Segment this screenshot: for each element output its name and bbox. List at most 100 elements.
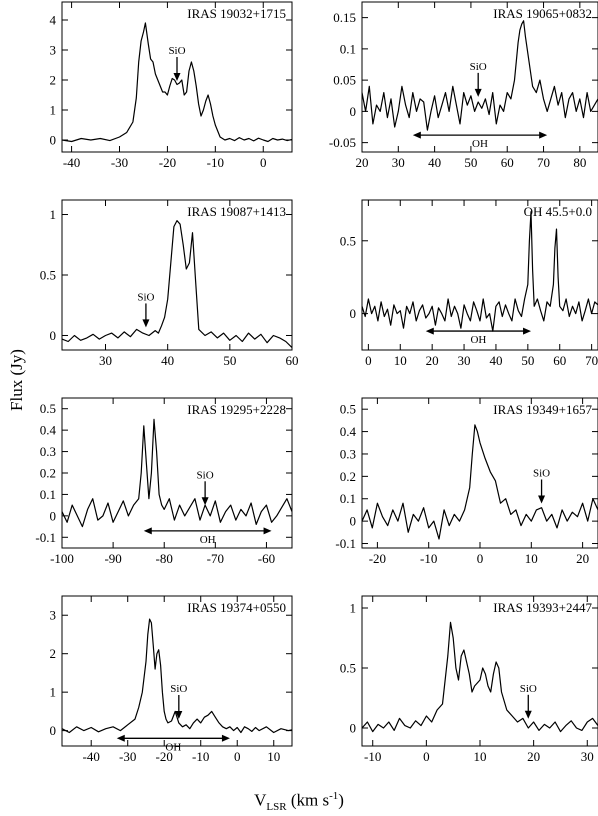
x-tick-label: 30 [392, 155, 405, 170]
spectrum-panel-8: -10 0 10 20 30 0 0.5 1 IRAS 19393+2447 SiO [340, 595, 598, 764]
spectrum-panel-1: -40 -30 -20 -10 0 0 1 2 3 4 IRAS 19032+1715 SiO [50, 1, 293, 170]
y-tick-label: 0 [50, 133, 57, 148]
sio-arrow-head [538, 495, 546, 504]
spectrum-line [61, 418, 293, 528]
sio-label: SiO [470, 61, 487, 73]
sio-arrow-head [142, 319, 150, 328]
spectrum-panel-3: 30 40 50 60 0 0.5 1 IRAS 19087+1413 SiO [40, 199, 299, 368]
oh-range-arrow-left [143, 527, 152, 535]
x-tick-label: 30 [581, 749, 594, 764]
spectrum-panel-4: 0 10 20 30 40 50 60 70 0 0.5 OH 45.5+0.0 OH [340, 199, 598, 368]
x-tick-label: -20 [159, 155, 176, 170]
oh-label: OH [165, 741, 181, 753]
oh-label: OH [470, 334, 486, 346]
x-tick-label: -40 [83, 749, 100, 764]
spectrum-panel-5: -100 -90 -80 -70 -60 -0.1 0 0.1 0.2 0.3 0.4 0.5 IRAS… [35, 397, 293, 566]
x-tick-label: 50 [464, 155, 477, 170]
oh-range-arrow-left [116, 734, 125, 742]
x-tick-label: -20 [369, 551, 386, 566]
x-tick-label: -60 [258, 551, 275, 566]
y-tick-label: 0.4 [40, 423, 57, 438]
sio-arrow-head [173, 73, 181, 81]
panel-title: IRAS 19295+2228 [187, 402, 286, 417]
x-tick-label: 0 [260, 155, 267, 170]
x-tick-label: 60 [501, 155, 514, 170]
y-tick-label: 0.5 [340, 233, 356, 248]
x-tick-label: 60 [553, 353, 566, 368]
y-tick-label: 0.5 [40, 268, 56, 283]
oh-label: OH [200, 534, 216, 546]
sio-label: SiO [533, 467, 550, 479]
plot-frame [361, 1, 598, 153]
x-tick-label: -20 [156, 749, 173, 764]
x-axis-label-sub: LSR [266, 801, 287, 814]
x-tick-label: 40 [489, 353, 502, 368]
spectrum-line [361, 211, 598, 332]
y-tick-label: 0.5 [340, 661, 356, 676]
plot-frame [61, 199, 293, 351]
x-tick-label: -80 [156, 551, 173, 566]
x-axis-label-units-close: ) [338, 790, 344, 810]
spectrum-line [61, 220, 293, 349]
panel-title: IRAS 19393+2447 [493, 600, 592, 615]
spectrum-panel-7: -40 -30 -20 -10 0 10 0 1 2 3 IRAS 19374+0550 SiO OH [50, 595, 293, 764]
spectrum-line [61, 618, 293, 734]
x-tick-label: 0 [477, 551, 484, 566]
y-tick-label: 0.1 [40, 487, 56, 502]
y-tick-label: 0.15 [333, 10, 356, 25]
x-tick-label: -70 [207, 551, 224, 566]
y-tick-label: 0.1 [340, 491, 356, 506]
x-tick-label: 30 [458, 353, 471, 368]
y-tick-label: 0.1 [340, 41, 356, 56]
x-tick-label: 10 [394, 353, 407, 368]
oh-range-arrow-right [221, 734, 230, 742]
y-tick-label: 0.05 [333, 73, 356, 88]
oh-range-arrow-right [539, 131, 548, 139]
panel-title: IRAS 19349+1657 [493, 402, 592, 417]
y-tick-label: 0 [350, 104, 357, 119]
x-tick-label: 10 [474, 749, 487, 764]
x-tick-label: 80 [573, 155, 586, 170]
x-tick-label: -100 [50, 551, 74, 566]
panel-title: IRAS 19065+0832 [493, 6, 592, 21]
x-axis-label: VLSR (km s-1) [0, 790, 598, 813]
spectrum-line [361, 424, 598, 540]
x-tick-label: 40 [428, 155, 441, 170]
y-tick-label: 0 [50, 328, 57, 343]
sio-arrow-head [201, 497, 209, 506]
y-tick-label: 0 [350, 306, 357, 321]
x-tick-label: 50 [521, 353, 534, 368]
y-tick-label: 0.2 [40, 466, 56, 481]
y-tick-label: -0.1 [35, 530, 56, 545]
x-tick-label: -30 [119, 749, 136, 764]
y-tick-label: 1 [350, 601, 357, 616]
y-tick-label: 0 [350, 514, 357, 529]
x-tick-label: 20 [356, 155, 369, 170]
x-axis-label-units: (km s [286, 790, 330, 810]
y-axis-label: Flux (Jy) [7, 349, 26, 411]
x-tick-label: -10 [364, 749, 381, 764]
y-tick-label: 0 [50, 723, 57, 738]
y-tick-label: 3 [50, 608, 57, 623]
x-tick-label: -10 [420, 551, 437, 566]
oh-range-arrow-right [523, 327, 532, 335]
panel-title: IRAS 19032+1715 [187, 6, 286, 21]
x-axis-label-main: V [254, 790, 267, 810]
sio-label: SiO [137, 291, 154, 303]
y-tick-label: -0.1 [335, 536, 356, 551]
x-tick-label: 20 [576, 551, 589, 566]
y-tick-label: 1 [50, 207, 57, 222]
panel-title: IRAS 19087+1413 [187, 204, 286, 219]
spectrum-panel-6: -20 -10 0 10 20 -0.1 0 0.1 0.2 0.3 0.4 0.5 IRAS 1934… [335, 397, 598, 566]
spectrum-panel-2: 20 30 40 50 60 70 80 -0.05 0 0.05 0.1 0.15 IRAS 1906… [329, 1, 598, 170]
y-tick-label: 0.3 [340, 446, 356, 461]
x-tick-label: -10 [207, 155, 224, 170]
x-tick-label: -40 [63, 155, 80, 170]
y-tick-label: 2 [50, 73, 57, 88]
y-tick-label: 0 [350, 721, 357, 736]
x-tick-label: 60 [286, 353, 299, 368]
x-tick-label: 20 [527, 749, 540, 764]
x-tick-label: 70 [585, 353, 598, 368]
sio-label: SiO [170, 683, 187, 695]
